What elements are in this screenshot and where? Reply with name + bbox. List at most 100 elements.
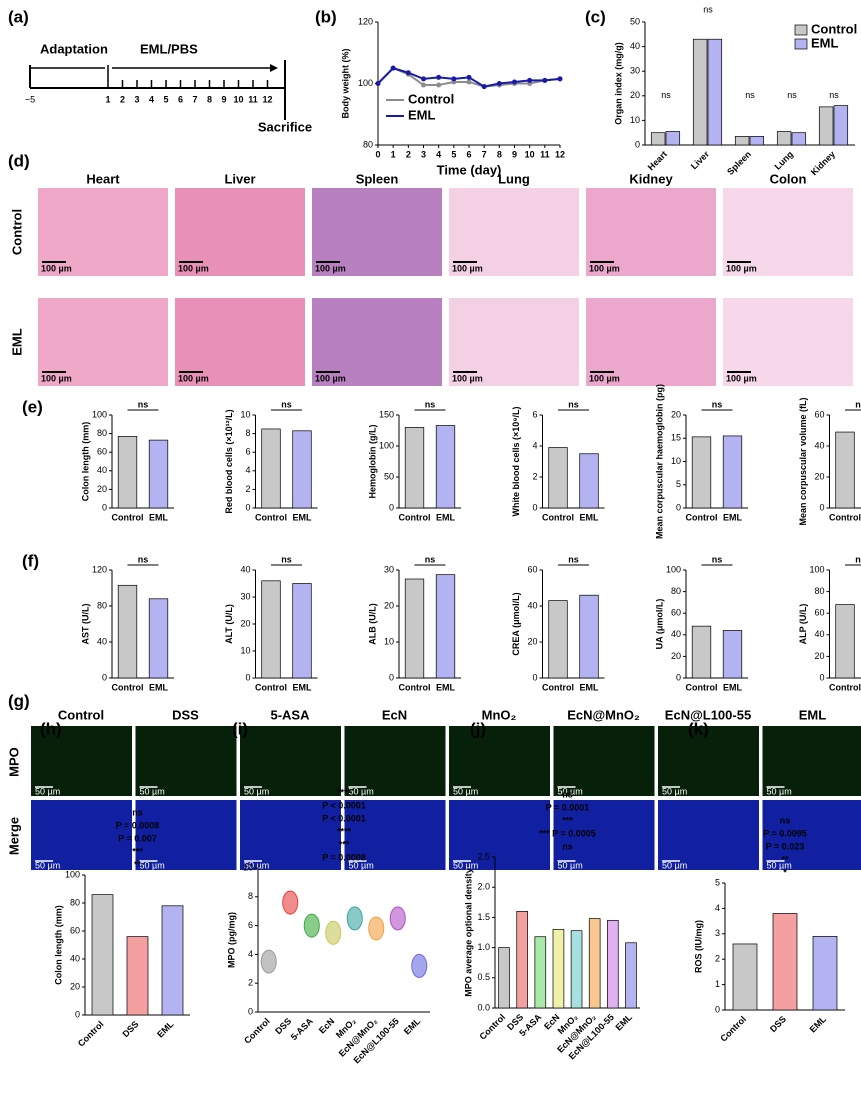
annotation: ns (281, 554, 292, 564)
scale-label: 50 µm (35, 860, 60, 870)
fluorescence-image (344, 800, 446, 870)
bar (148, 439, 169, 509)
annotation: ns (132, 807, 143, 817)
scale-label: 100 µm (41, 263, 72, 273)
day-label: 1 (105, 94, 110, 104)
scale-label: 50 µm (140, 860, 165, 870)
annotation: *** (132, 846, 143, 856)
x-tick-label: EML (293, 682, 313, 692)
panel-label: (a) (8, 7, 29, 26)
y-axis-label: MPO (pg/mg) (226, 912, 236, 968)
x-tick-label: EML (808, 1014, 829, 1035)
fluorescence-image (449, 726, 550, 796)
y-tick-label: 1.0 (477, 942, 490, 952)
y-tick-label: 10 (240, 409, 250, 419)
column-label: 5-ASA (270, 707, 310, 722)
y-tick-label: 0 (635, 139, 640, 149)
y-tick-label: 4 (715, 903, 720, 913)
y-tick-label: 20 (384, 600, 394, 610)
x-tick-label: EML (436, 682, 456, 692)
y-tick-label: 5 (676, 479, 681, 489)
column-label: EML (799, 707, 827, 722)
legend-label: Control (408, 91, 454, 106)
y-tick-label: 100 (65, 869, 80, 879)
y-axis-label: Colon length (mm) (53, 905, 63, 985)
bar (570, 930, 583, 1009)
scale-label: 50 µm (558, 860, 583, 870)
scale-label: 100 µm (315, 263, 346, 273)
x-tick-label: Control (255, 512, 287, 522)
panel-label: (b) (315, 7, 337, 26)
x-tick-label: EML (155, 1019, 176, 1040)
annotation: P = 0.023 (766, 841, 805, 851)
fluorescence-image (135, 726, 237, 796)
x-tick-label: 4 (436, 149, 441, 159)
x-tick-label: EML (723, 512, 743, 522)
annotation: *** (339, 839, 350, 849)
y-tick-label: 80 (70, 897, 80, 907)
y-tick-label: 6 (245, 447, 250, 457)
panel-label: (g) (8, 691, 30, 710)
x-tick-label: 7 (482, 149, 487, 159)
x-tick-label: EML (436, 512, 456, 522)
x-tick-label: Spleen (725, 149, 753, 177)
y-tick-label: 20 (671, 409, 681, 419)
day-label: 12 (262, 94, 272, 104)
y-tick-label: 0.0 (477, 1002, 490, 1012)
y-tick-label: 0 (676, 672, 681, 682)
x-tick-label: Control (76, 1019, 106, 1049)
fluorescence-image (344, 726, 446, 796)
x-tick-label: 5-ASA (289, 1016, 316, 1043)
bar (534, 936, 547, 1009)
y-axis-label: ALT (U/L) (224, 604, 234, 644)
row-label: Merge (6, 817, 21, 855)
point (436, 82, 442, 88)
fluorescence-image (31, 800, 132, 870)
x-tick-label: Control (686, 512, 718, 522)
y-tick-label: 5 (715, 877, 720, 887)
violin (346, 906, 363, 931)
x-tick-label: EML (293, 512, 313, 522)
bar (650, 132, 666, 146)
y-tick-label: 8 (248, 891, 253, 901)
violin (325, 920, 342, 945)
annotation: ns (829, 90, 839, 100)
bar (734, 136, 750, 146)
y-axis-label: Mean corpuscular volume (fL) (798, 397, 808, 525)
x-tick-label: 10 (525, 149, 535, 159)
y-tick-label: 60 (671, 608, 681, 618)
y-tick-label: 0 (532, 502, 537, 512)
legend-label: EML (811, 35, 839, 50)
day-label: 4 (149, 94, 154, 104)
scale-label: 50 µm (662, 860, 687, 870)
bar (835, 431, 855, 509)
y-tick-label: 40 (527, 600, 537, 610)
y-tick-label: 10 (243, 862, 253, 872)
y-tick-label: 10 (671, 456, 681, 466)
violin (260, 949, 277, 974)
bar (126, 936, 149, 1016)
y-axis-label: ALP (U/L) (798, 604, 808, 645)
y-tick-label: 0 (389, 502, 394, 512)
x-tick-label: Control (112, 512, 144, 522)
bar (292, 430, 312, 509)
y-tick-label: 4 (245, 465, 250, 475)
fluorescence-image (240, 726, 341, 796)
x-tick-label: Control (829, 512, 861, 522)
fluorescence-image (31, 726, 132, 796)
x-tick-label: Control (399, 682, 431, 692)
annotation: ns (780, 815, 791, 825)
scale-label: 50 µm (35, 786, 60, 796)
x-tick-label: EML (580, 682, 600, 692)
bar (588, 918, 601, 1009)
bar (117, 436, 138, 509)
y-axis-label: ROS (IU/mg) (693, 920, 703, 973)
y-tick-label: 15 (671, 433, 681, 443)
y-tick-label: 60 (527, 564, 537, 574)
y-tick-label: 10 (630, 115, 640, 125)
y-tick-label: 0 (75, 1009, 80, 1019)
y-tick-label: 0 (676, 502, 681, 512)
x-tick-label: 0 (375, 149, 380, 159)
point (421, 76, 426, 82)
